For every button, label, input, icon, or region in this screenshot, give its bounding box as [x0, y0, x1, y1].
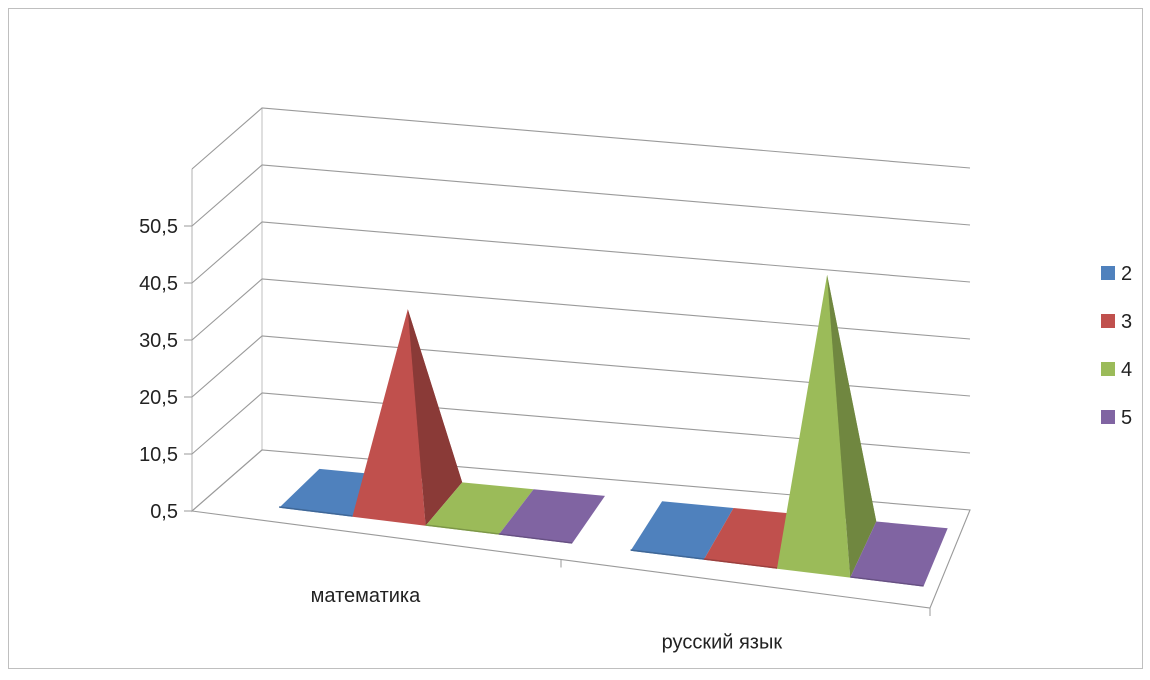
pyramid-side-face [407, 309, 463, 526]
pyramid-bar [498, 489, 605, 544]
y-axis-ticks: 0,5 10,5 20,5 30,5 40,5 50,5 [139, 216, 192, 523]
pyramid-bar [777, 274, 877, 578]
flat-bar-tile [498, 489, 605, 544]
y-tick-label: 50,5 [139, 216, 178, 238]
legend-label: 5 [1121, 407, 1132, 429]
gridline [191, 392, 971, 455]
pyramid-bars [279, 274, 948, 587]
y-tick-label: 10,5 [139, 444, 178, 466]
pyramid-bar [850, 521, 948, 587]
x-axis-labels: математика русский язык [311, 559, 931, 654]
y-tick-label: 0,5 [150, 501, 178, 523]
legend: 2 3 4 5 [1101, 263, 1132, 429]
flat-bar-tile [850, 521, 948, 587]
y-tick-label: 20,5 [139, 387, 178, 409]
legend-swatch [1101, 266, 1115, 280]
y-tick-label: 30,5 [139, 330, 178, 352]
gridline [191, 221, 971, 284]
gridline [191, 335, 971, 398]
legend-label: 3 [1121, 311, 1132, 333]
pyramid-bar [630, 501, 734, 560]
chart-floor [190, 449, 971, 609]
flat-bar-edge [850, 576, 924, 587]
legend-label: 2 [1121, 263, 1132, 285]
flat-bar-edge [703, 558, 777, 569]
flat-bar-edge [425, 524, 499, 535]
chart-walls [8, 8, 1143, 669]
flat-bar-edge [498, 533, 572, 544]
gridline-top [191, 107, 971, 170]
gridlines [191, 107, 971, 455]
pyramid-side-face [827, 274, 877, 578]
legend-swatch [1101, 410, 1115, 424]
gridline [191, 278, 971, 341]
x-category-label: математика [311, 585, 421, 607]
flat-bar-edge [279, 506, 353, 517]
flat-bar-edge [630, 549, 704, 560]
floor-outline [190, 449, 971, 609]
x-category-label: русский язык [662, 632, 783, 654]
pyramid-front-face [777, 274, 851, 578]
pyramid-bar [425, 482, 534, 535]
flat-bar-tile [630, 501, 734, 560]
legend-swatch [1101, 362, 1115, 376]
legend-label: 4 [1121, 359, 1132, 381]
chart-border [8, 8, 1143, 669]
gridline [191, 164, 971, 227]
legend-swatch [1101, 314, 1115, 328]
pyramid-front-face [352, 309, 426, 526]
pyramid-bar [352, 309, 463, 526]
y-tick-label: 40,5 [139, 273, 178, 295]
flat-bar-tile [425, 482, 534, 535]
